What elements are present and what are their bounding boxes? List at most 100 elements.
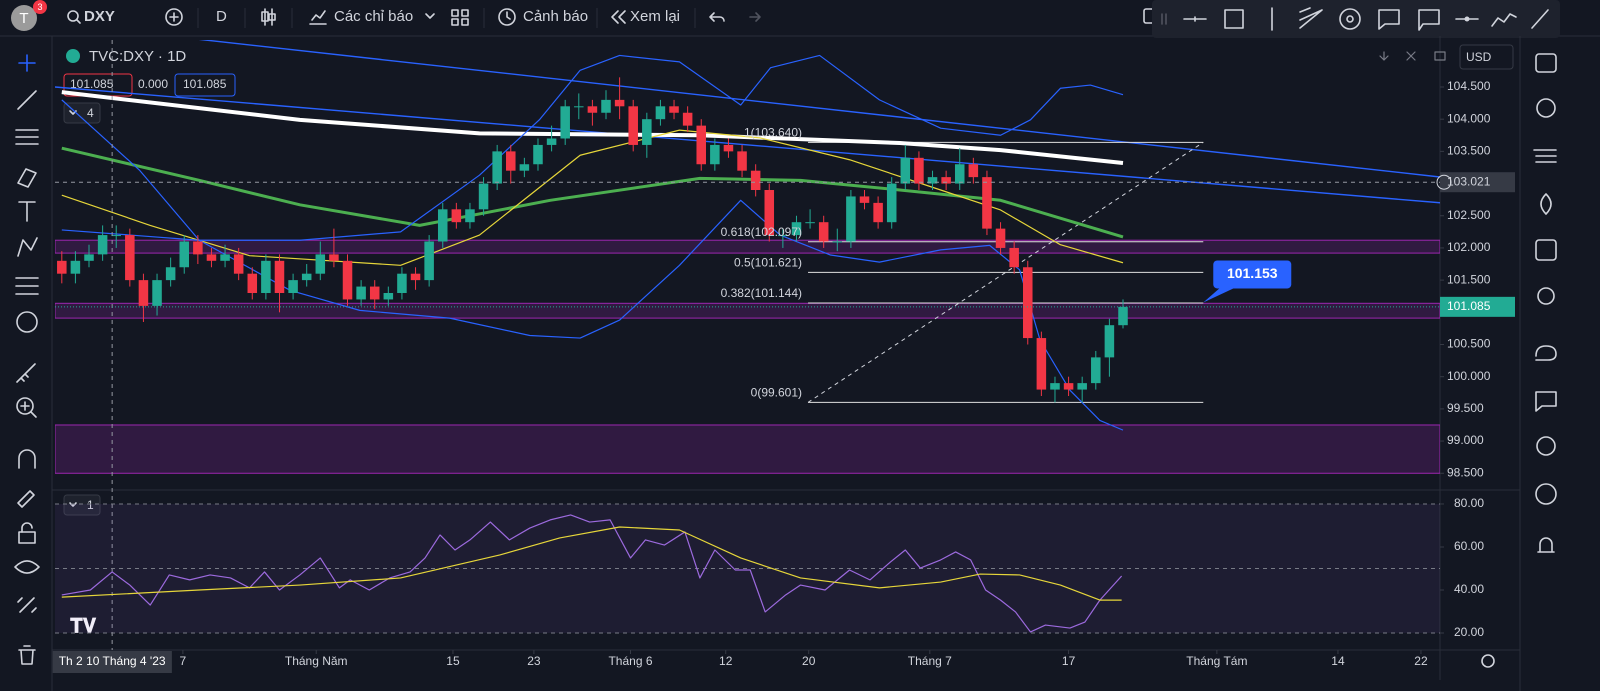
y-tick-label: 98.500 — [1447, 465, 1484, 479]
crosshair-price-box — [1440, 172, 1515, 193]
redo[interactable] — [749, 12, 761, 22]
drag-handle — [1161, 13, 1167, 25]
circle-tool[interactable] — [1339, 8, 1361, 30]
text-tool[interactable] — [18, 201, 36, 222]
idea-panel[interactable] — [1536, 436, 1556, 456]
candle-body — [165, 267, 176, 281]
rsi-indicator-count: 1 — [87, 498, 94, 512]
zoom-tool[interactable] — [16, 397, 34, 415]
symbol-logo — [66, 49, 80, 63]
line-tool[interactable] — [17, 90, 37, 110]
x-tick-label: Tháng 6 — [608, 654, 652, 668]
visibility-tool[interactable] — [14, 560, 40, 574]
add-symbol[interactable] — [165, 8, 183, 26]
comment-tool[interactable] — [1378, 9, 1400, 30]
ideas[interactable] — [1537, 287, 1555, 305]
stay-drawing[interactable] — [17, 490, 35, 508]
search-icon[interactable] — [67, 10, 79, 22]
pattern-tool[interactable] — [17, 237, 38, 257]
rsi-line — [61, 526, 1122, 601]
dropdown[interactable] — [425, 13, 435, 19]
candle-body — [533, 144, 543, 165]
x-tick-label: Tháng Năm — [285, 654, 348, 668]
alert-button[interactable]: Cảnh báo — [523, 8, 588, 25]
y-tick-label: 101.500 — [1447, 272, 1491, 286]
candle-body — [1009, 247, 1019, 268]
last-price: 101.085 — [1447, 299, 1491, 313]
candle-body — [696, 125, 707, 165]
replay-button[interactable]: Xem lại — [630, 8, 680, 25]
channel-tool[interactable] — [1299, 7, 1323, 29]
y-tick-label: 100.000 — [1447, 369, 1491, 383]
replay-panel[interactable] — [1535, 483, 1557, 505]
callout-tool[interactable] — [1418, 9, 1440, 31]
symbol[interactable]: DXY — [84, 8, 115, 25]
indicator-line — [61, 129, 1124, 266]
candle-body — [465, 209, 475, 223]
hotlist[interactable] — [1540, 193, 1552, 215]
candle-body — [206, 254, 217, 261]
collapse-main[interactable] — [63, 102, 101, 124]
candle-body — [1036, 338, 1047, 390]
candle-body — [560, 106, 570, 139]
candle-body — [125, 235, 135, 281]
candle-body — [954, 164, 965, 184]
candle-body — [492, 151, 502, 184]
candle-body — [437, 209, 448, 242]
fib-label: 1(103.640) — [744, 126, 802, 140]
drawing-toolbar — [1152, 0, 1560, 38]
rect-tool[interactable] — [1224, 9, 1244, 29]
avatar[interactable] — [11, 5, 37, 31]
price-line-tool — [1464, 16, 1470, 22]
chats[interactable] — [1535, 391, 1557, 412]
y-tick-label: 20.00 — [1454, 625, 1484, 639]
magnet-tool[interactable] — [18, 449, 36, 469]
collapse-rsi[interactable] — [63, 494, 101, 516]
ruler-tool[interactable] — [16, 363, 36, 383]
candle-body — [451, 209, 462, 223]
legend-title: TVC:DXY · 1D — [89, 48, 186, 65]
drawings — [55, 40, 1440, 204]
notifications[interactable] — [1537, 537, 1555, 553]
indicators-button[interactable]: Các chỉ báo — [334, 8, 413, 25]
candle-body — [247, 273, 258, 294]
watchlist[interactable] — [1535, 53, 1557, 73]
lock-tool[interactable] — [18, 531, 36, 544]
candle-body — [356, 286, 366, 300]
candle-body — [1063, 383, 1074, 390]
candle-body — [941, 177, 951, 184]
calendar[interactable] — [1535, 239, 1557, 261]
candle-body — [288, 280, 298, 294]
pane-controls[interactable] — [1379, 51, 1446, 61]
path-tool[interactable] — [1491, 13, 1517, 27]
candle-body — [274, 260, 285, 294]
trend-tool[interactable] — [1531, 9, 1549, 29]
candle-body — [342, 260, 353, 300]
streams[interactable] — [1535, 345, 1557, 361]
settings[interactable] — [1481, 654, 1495, 668]
candle-body — [397, 273, 407, 294]
undo[interactable] — [709, 12, 725, 22]
link-tool[interactable] — [17, 597, 37, 613]
templates[interactable] — [451, 9, 469, 26]
currency-box[interactable] — [1459, 44, 1514, 70]
candle-body — [778, 235, 788, 237]
search-icon — [76, 19, 81, 24]
alerts-panel[interactable] — [1536, 98, 1556, 118]
y-tick-label: 99.000 — [1447, 433, 1484, 447]
chart-type[interactable] — [261, 8, 276, 26]
y-tick-label: 40.00 — [1454, 582, 1484, 596]
fib-tool[interactable] — [15, 129, 39, 145]
brush-tool[interactable] — [17, 168, 37, 188]
crosshair-tool[interactable] — [18, 54, 36, 72]
candle-body — [642, 119, 652, 145]
trash-tool[interactable] — [18, 645, 36, 665]
news[interactable] — [1533, 149, 1557, 163]
emoji-tool[interactable] — [16, 311, 38, 333]
prediction-tool[interactable] — [15, 277, 39, 295]
candle-body — [70, 260, 81, 274]
interval[interactable]: D — [216, 8, 227, 25]
candle-body — [914, 157, 924, 184]
hline-tool[interactable] — [1183, 16, 1207, 22]
